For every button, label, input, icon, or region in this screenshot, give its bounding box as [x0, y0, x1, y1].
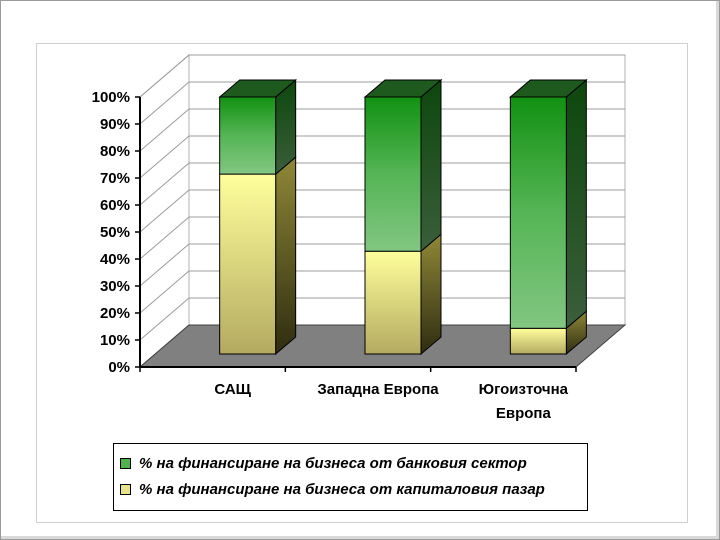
gridline [139, 135, 625, 179]
legend-swatch-capital [120, 483, 131, 495]
bar-top [508, 79, 588, 98]
gridline [139, 297, 625, 341]
y-tick-label: 50% [100, 224, 130, 241]
gridline [139, 81, 625, 125]
bar-top [218, 79, 298, 98]
y-tick-label: 0% [108, 359, 130, 376]
bar-capital [509, 327, 567, 355]
gridline [139, 108, 625, 152]
legend-item-bank: % на финансиране на бизнеса от банковия … [120, 452, 527, 474]
y-tick-label: 60% [100, 197, 130, 214]
legend-swatch-bank [120, 457, 131, 469]
x-tick-label: Западна Европа [317, 381, 439, 398]
x-tick-label: САЩ [214, 381, 251, 398]
bar-capital [219, 173, 277, 355]
y-tick-label: 40% [100, 251, 130, 268]
legend: % на финансиране на бизнеса от банковия … [113, 443, 588, 511]
y-tick-label: 10% [100, 332, 130, 349]
x-tick-label: Югоизточна Европа [479, 381, 569, 422]
gridline [139, 243, 625, 287]
bar-side-capital [275, 156, 297, 356]
bar-top [363, 79, 443, 98]
gridline [139, 54, 625, 98]
axis-labels: 0% 10% 20% 30% 40% 50% 60% 70% 80% 90% 100% САЩ Запа… [92, 89, 569, 422]
y-tick-label: 90% [100, 116, 130, 133]
gridline [139, 270, 625, 314]
y-tick-label: 30% [100, 278, 130, 295]
legend-label-bank: % на финансиране на бизнеса от банковия … [139, 454, 527, 472]
bar-side-capital [420, 233, 442, 356]
bar-bank [219, 96, 277, 175]
gridline [139, 189, 625, 233]
bar-capital [364, 250, 422, 355]
legend-item-capital: % на финансиране на бизнеса от капиталов… [120, 478, 545, 500]
bars [218, 78, 588, 356]
gridlines [139, 54, 625, 368]
y-tick-label: 20% [100, 305, 130, 322]
bar-bank [509, 96, 567, 329]
bar-side-bank [420, 78, 442, 253]
bar-bank [364, 96, 422, 252]
gridline [139, 162, 625, 206]
y-tick-label: 100% [92, 89, 130, 106]
axes [135, 96, 577, 372]
legend-label-capital: % на финансиране на бизнеса от капиталов… [139, 480, 545, 498]
y-tick-label: 80% [100, 143, 130, 160]
bar-side-bank [565, 78, 587, 330]
gridline [139, 216, 625, 260]
y-tick-label: 70% [100, 170, 130, 187]
